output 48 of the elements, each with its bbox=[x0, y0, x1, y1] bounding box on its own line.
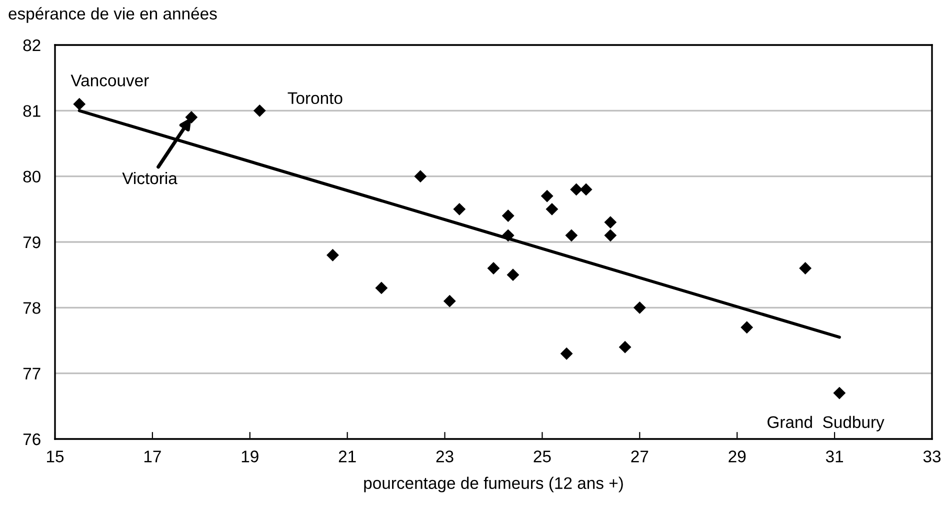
point bbox=[506, 268, 520, 282]
point bbox=[618, 340, 632, 354]
annotation: Vancouver bbox=[70, 74, 149, 86]
x-tick-label: 21 bbox=[338, 450, 356, 462]
point bbox=[487, 262, 500, 274]
point bbox=[253, 104, 266, 117]
point bbox=[565, 229, 578, 242]
point bbox=[443, 294, 456, 308]
point bbox=[833, 386, 846, 400]
y-tick-label: 80 bbox=[23, 170, 40, 183]
x-tick-label: 27 bbox=[631, 450, 648, 462]
point bbox=[502, 229, 514, 242]
x-tick-label: 19 bbox=[242, 450, 258, 462]
annotation: Grand Sudbury bbox=[768, 416, 884, 432]
point bbox=[502, 210, 514, 222]
point bbox=[799, 262, 812, 274]
point bbox=[740, 321, 754, 334]
annotation: Toronto bbox=[288, 92, 342, 104]
point bbox=[375, 282, 388, 294]
x-tick-label: 29 bbox=[728, 450, 746, 462]
point bbox=[604, 216, 617, 229]
y-axis-title: espérance de vie en années bbox=[8, 7, 217, 23]
point bbox=[414, 170, 427, 183]
x-tick-label: 25 bbox=[534, 450, 551, 462]
x-tick-label: 31 bbox=[826, 450, 844, 462]
y-tick-label: 81 bbox=[23, 105, 40, 117]
x-tick-label: 23 bbox=[436, 450, 454, 462]
point bbox=[73, 98, 86, 110]
x-axis-title: pourcentage de fumeurs (12 ans +) bbox=[364, 476, 623, 492]
point bbox=[570, 183, 583, 196]
annotation: Victoria bbox=[122, 172, 178, 184]
x-tick-label: 17 bbox=[144, 450, 161, 462]
y-tick-label: 76 bbox=[23, 433, 40, 446]
point bbox=[633, 301, 646, 314]
y-tick-label: 77 bbox=[23, 368, 40, 380]
point bbox=[580, 183, 592, 196]
point bbox=[540, 190, 554, 202]
point bbox=[604, 229, 617, 242]
y-tick-label: 78 bbox=[23, 302, 40, 314]
point bbox=[560, 347, 573, 360]
x-tick-label: 15 bbox=[47, 450, 64, 462]
point bbox=[185, 111, 198, 124]
y-tick-label: 79 bbox=[23, 236, 40, 248]
point bbox=[453, 202, 466, 216]
y-tick-label: 82 bbox=[23, 39, 40, 52]
x-tick-label: 33 bbox=[923, 450, 941, 462]
point bbox=[326, 248, 339, 262]
point bbox=[546, 202, 558, 216]
